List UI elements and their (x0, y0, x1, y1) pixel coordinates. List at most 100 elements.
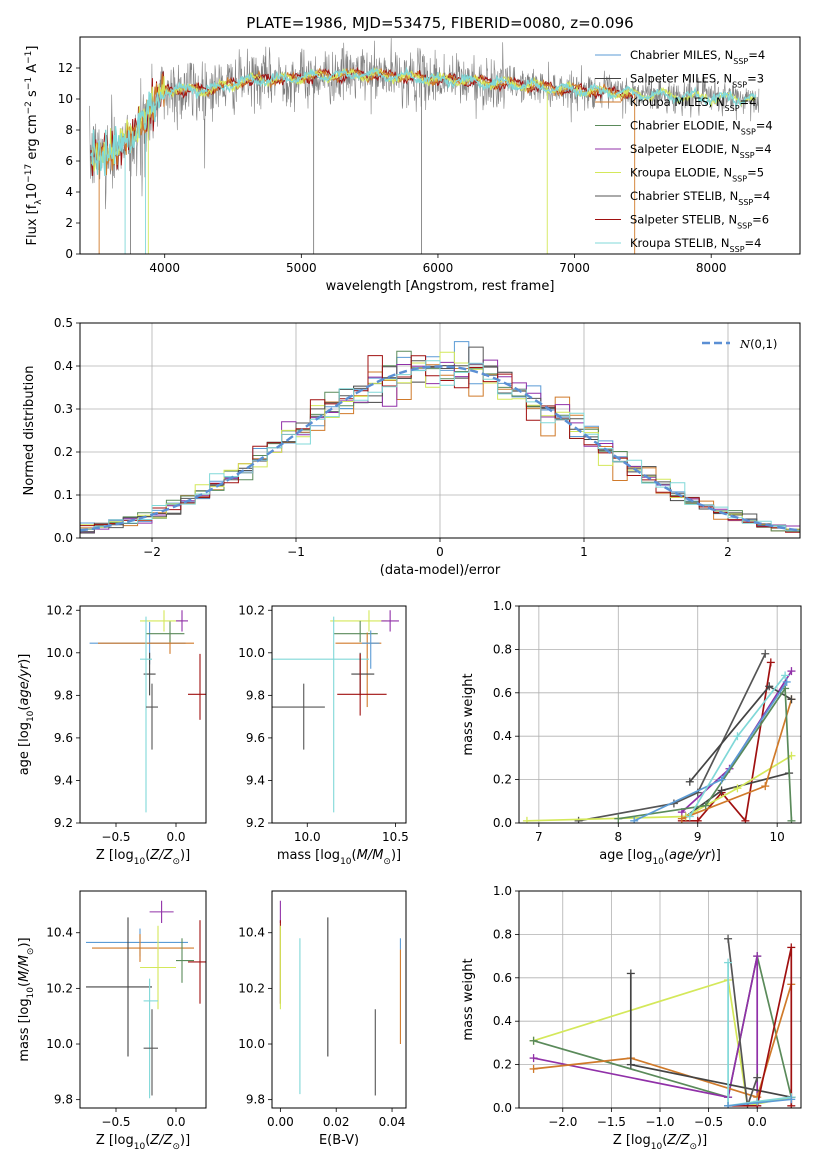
weight-marker (761, 782, 770, 791)
y-tick-label: 1.0 (493, 884, 512, 898)
y-tick-label: 8 (65, 123, 73, 137)
weight-marker (787, 816, 796, 823)
plot-area-residuals (80, 341, 800, 534)
x-tick-label: 1 (580, 545, 588, 559)
weight-marker (614, 814, 623, 823)
weight-marker (724, 1101, 733, 1108)
y-tick-label: 10.0 (238, 1037, 265, 1051)
y-tick-label: 9.8 (54, 1093, 73, 1107)
axes-frame (271, 605, 407, 824)
y-tick-label: 10 (58, 92, 73, 106)
weight-line-chabrier_elodie (618, 685, 793, 821)
axes-frame (79, 322, 801, 539)
axes-frame (518, 890, 802, 1109)
errorbar-point-salpeter_stelib (188, 653, 206, 720)
axes-frame (518, 605, 802, 824)
weight-marker (626, 1060, 635, 1069)
panel-age_vs_mass: 10.0 10.5 9.2 9.4 9.6 9.8 10.0 10.2 mass [log10(… (238, 603, 408, 867)
y-tick-label: 9.8 (54, 688, 73, 702)
x-axis-label: age [log10(age/yr)] (599, 848, 721, 867)
weight-marker (717, 786, 726, 795)
x-tick-label: −1 (287, 545, 305, 559)
x-tick-label: 7000 (559, 261, 590, 275)
y-tick-label: 10.0 (238, 646, 265, 660)
axes-frame (271, 890, 407, 1109)
plot-area-age_vs_mass (272, 610, 399, 813)
axes-frame (79, 36, 801, 255)
errorbar-point-chabrier_stelib (143, 1009, 158, 1096)
errorbar-point-salpeter_elodie (381, 610, 399, 632)
weight-marker (724, 934, 733, 943)
x-tick-label: 0.0 (166, 830, 185, 844)
x-tick-label: 4000 (149, 261, 180, 275)
weight-marker (626, 969, 635, 978)
weight-marker (522, 816, 531, 823)
x-tick-label: −1.0 (645, 1115, 674, 1129)
legend-label-kroupa_stelib: Kroupa STELIB, NSSP=4 (630, 236, 761, 254)
x-tick-label: 8 (614, 830, 622, 844)
plot-area-mass_vs_ebv (279, 900, 401, 1096)
y-tick-label: 10.0 (46, 646, 73, 660)
plot-area-weight_vs_Z (529, 934, 796, 1108)
errorbar-point-kroupa_stelib (143, 978, 158, 1099)
weight-marker (724, 958, 733, 967)
axes-frame (79, 890, 207, 1109)
x-tick-label: −0.5 (101, 1115, 130, 1129)
plot-area-age_vs_Z (89, 610, 206, 813)
x-axis-label: Z [log10(Z/Z⊙)] (96, 848, 190, 867)
x-tick-label: −2 (143, 545, 161, 559)
weight-line-salpeter_miles (629, 973, 792, 1099)
figure-panels: 4000 5000 6000 7000 8000024681012wavelength … (17, 36, 802, 1152)
errorbar-point-kroupa_miles (92, 934, 194, 962)
weight-marker (787, 943, 796, 952)
weight-line-salpeter_stelib (728, 947, 793, 1107)
x-tick-label: 0.02 (323, 1115, 350, 1129)
y-tick-label: 0.2 (493, 1058, 512, 1072)
legend-label-normal: N(0,1) (739, 337, 777, 351)
panel-age_vs_Z: −0.5 0.0 9.2 9.4 9.6 9.8 10.0 10.2 Z [log10(Z/Z⊙… (17, 603, 207, 867)
y-tick-label: 10.4 (238, 926, 265, 940)
y-tick-label: 9.8 (246, 1093, 265, 1107)
weight-marker (781, 671, 790, 680)
errorbar-point-salpeter_elodie (149, 900, 174, 923)
weight-line-kroupa_elodie (533, 978, 792, 1107)
x-axis-label: (data-model)/error (380, 563, 501, 578)
x-tick-label: 0.04 (379, 1115, 406, 1129)
weight-marker (787, 667, 796, 676)
y-axis-label: mass [log10(M/M⊙)] (17, 937, 36, 1061)
weight-line-chabrier_stelib (727, 938, 759, 1107)
x-axis-label: Z [log10(Z/Z⊙)] (613, 1133, 707, 1152)
weight-marker (693, 816, 702, 823)
legend-label-salpeter_elodie: Salpeter ELODIE, NSSP=4 (630, 142, 772, 160)
weight-marker (753, 1073, 762, 1082)
weight-marker (753, 1097, 762, 1106)
weight-line-kroupa_elodie (526, 754, 792, 822)
weight-line-salpeter_elodie (533, 955, 759, 1106)
x-tick-label: 10.5 (382, 830, 409, 844)
legend-label-kroupa_elodie: Kroupa ELODIE, NSSP=5 (630, 166, 764, 184)
x-tick-label: −2.0 (548, 1115, 577, 1129)
legend-label-salpeter_stelib: Salpeter STELIB, NSSP=6 (630, 213, 769, 231)
weight-marker (733, 784, 742, 793)
x-tick-label: −0.5 (694, 1115, 723, 1129)
weight-marker (529, 1064, 538, 1073)
y-tick-label: 4 (65, 185, 73, 199)
weight-line-chabrier_stelib (578, 653, 767, 822)
errorbar-point-kroupa_elodie (140, 925, 176, 1010)
y-tick-label: 0.6 (493, 686, 512, 700)
y-tick-label: 10.4 (46, 926, 73, 940)
weight-marker (685, 812, 694, 821)
x-tick-label: 10 (770, 830, 785, 844)
model-spectrum-salpeter_stelib (90, 66, 634, 176)
x-tick-label: 5000 (286, 261, 317, 275)
legend-label-salpeter_miles: Salpeter MILES, NSSP=3 (630, 72, 764, 90)
errorbar-point-kroupa_stelib (272, 616, 369, 813)
x-axis-label: E(B-V) (319, 1133, 359, 1148)
model-spectrum-kroupa_stelib (90, 66, 757, 176)
weight-marker (701, 801, 710, 810)
plot-area-spectrum (89, 38, 760, 254)
weight-line-salpeter_stelib (681, 662, 772, 823)
x-tick-label: 0.00 (267, 1115, 294, 1129)
x-tick-label: 9 (694, 830, 702, 844)
y-tick-label: 0 (65, 247, 73, 261)
